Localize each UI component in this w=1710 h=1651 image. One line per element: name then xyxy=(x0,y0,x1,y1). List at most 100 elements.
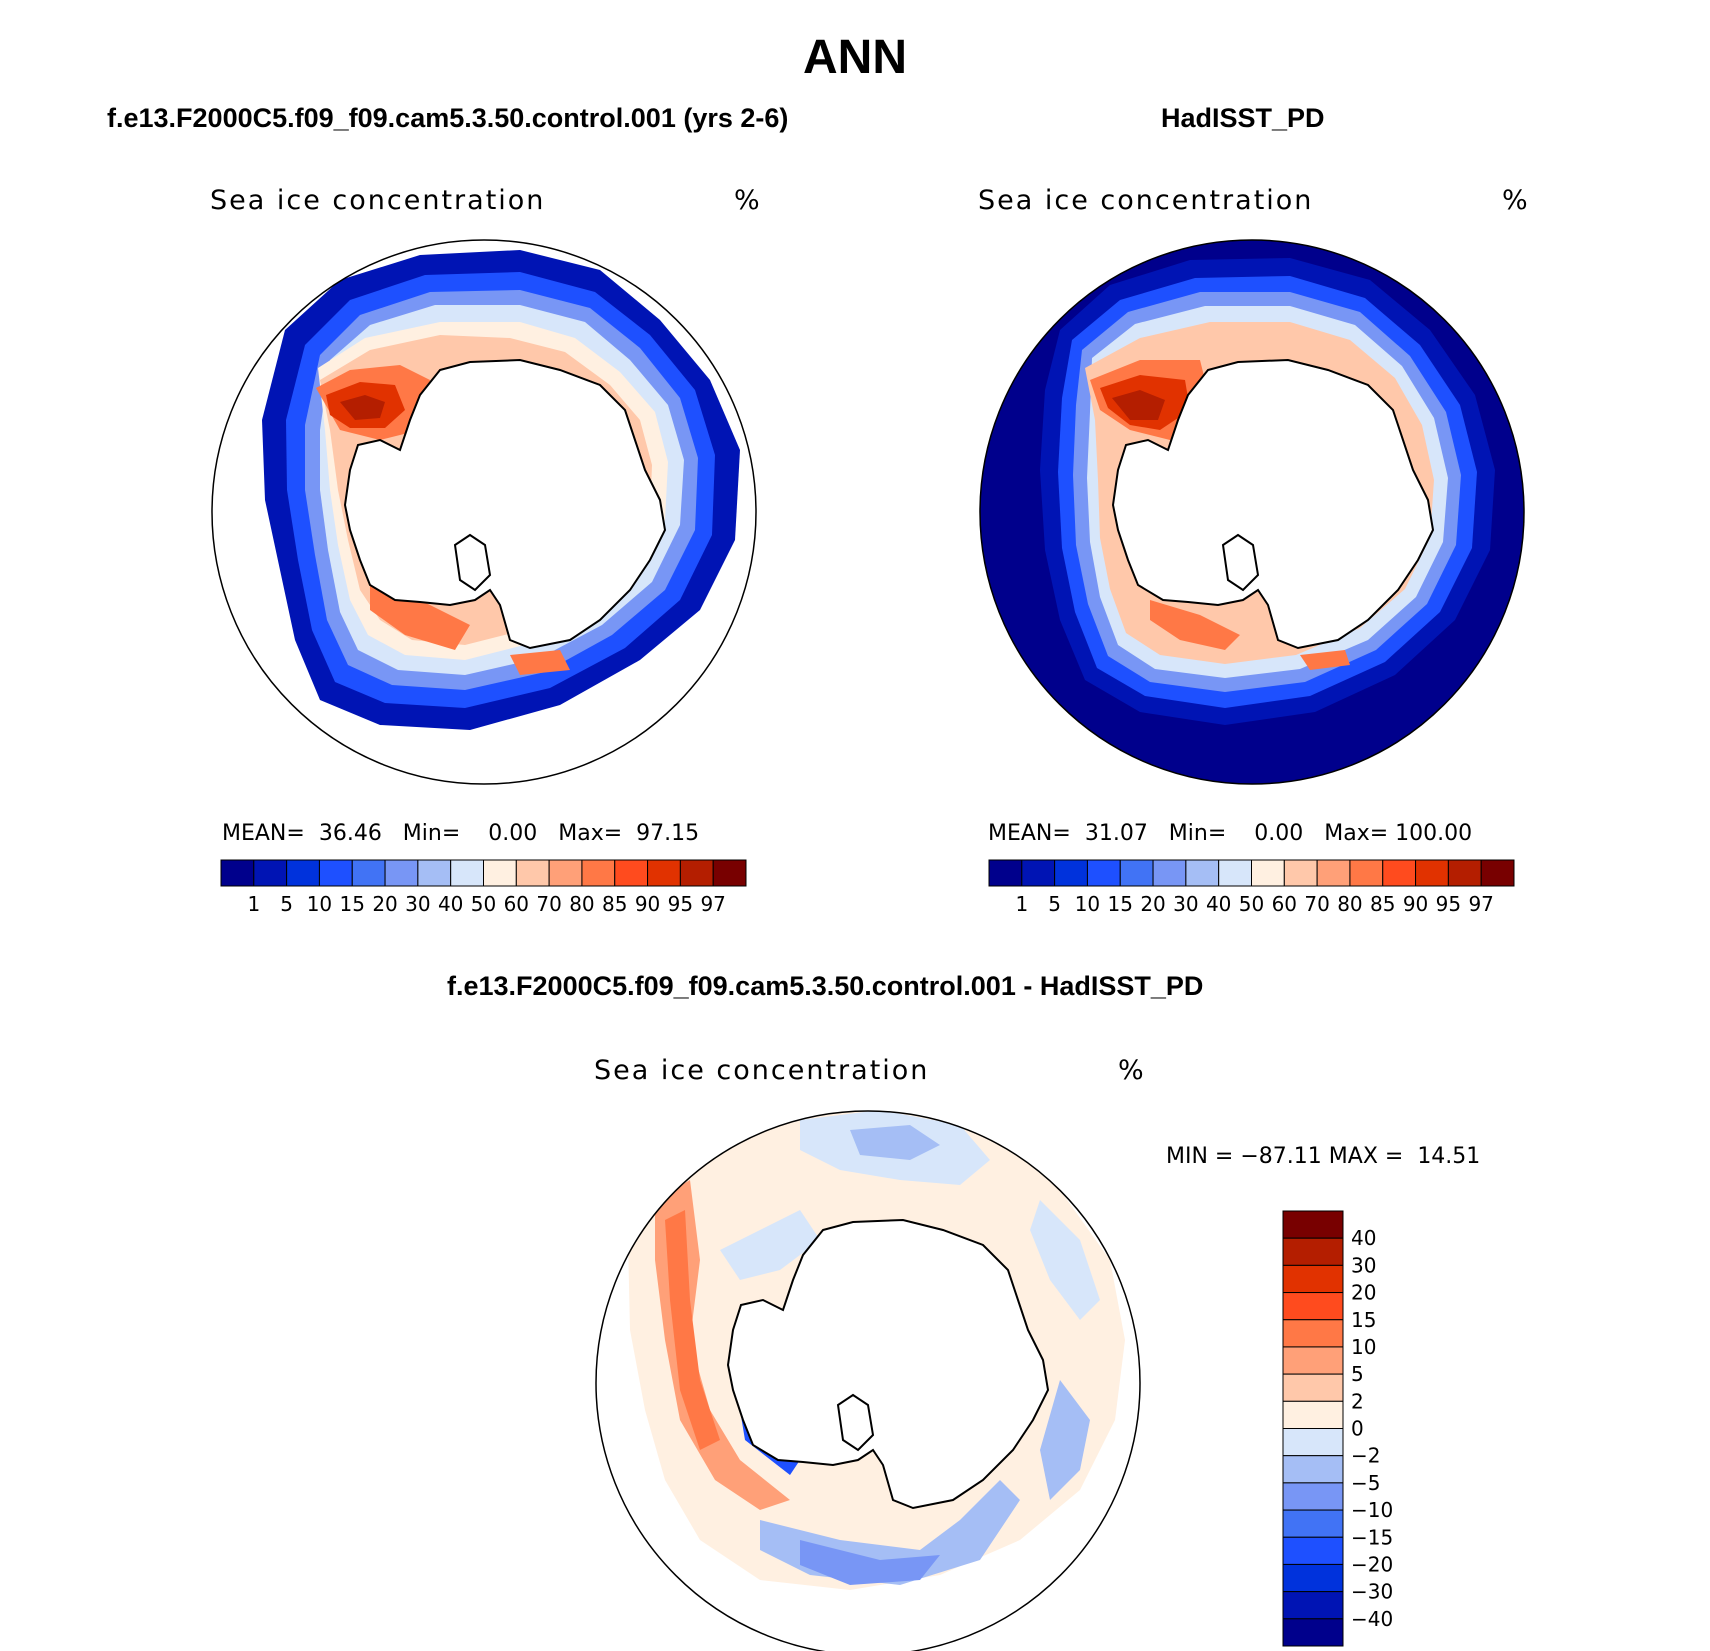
obs-min-label: Min= xyxy=(1168,821,1227,846)
obs-colorbar-tick-label: 70 xyxy=(1304,892,1329,916)
model-colorbar: 1 5 10 15 20 30 40 50 60 70 80 85 90 95 97 xyxy=(220,859,747,916)
model-colorbar-tick-label: 80 xyxy=(569,892,594,916)
model-stats: MEAN= 36.46 Min= 0.00 Max= 97.15 xyxy=(222,821,699,846)
obs-colorbar-swatch xyxy=(1283,859,1318,887)
model-colorbar-swatch xyxy=(581,859,616,887)
diff-colorbar-swatch xyxy=(1282,1210,1344,1239)
obs-colorbar-swatch xyxy=(1054,859,1088,887)
obs-colorbar-swatch xyxy=(1349,859,1384,887)
model-max-label: Max= xyxy=(558,821,623,846)
model-colorbar-tick-label: 10 xyxy=(307,892,332,916)
model-colorbar-tick-label: 50 xyxy=(471,892,496,916)
model-mean-value: 36.46 xyxy=(318,821,382,846)
diff-colorbar-swatch xyxy=(1282,1428,1344,1457)
obs-colorbar-swatch xyxy=(1382,859,1417,887)
obs-colorbar-tick-label: 90 xyxy=(1403,892,1428,916)
obs-colorbar-swatch xyxy=(1119,859,1154,887)
model-min-value: 0.00 xyxy=(488,821,538,846)
diff-colorbar-tick-label: −2 xyxy=(1351,1444,1380,1468)
diff-colorbar-swatch xyxy=(1282,1455,1344,1484)
obs-stats: MEAN= 31.07 Min= 0.00 Max= 100.00 xyxy=(988,821,1472,846)
model-colorbar-tick-label: 90 xyxy=(635,892,660,916)
diff-units: % xyxy=(1118,1055,1146,1086)
obs-colorbar-tick-label: 60 xyxy=(1272,892,1297,916)
diff-colorbar-swatch xyxy=(1282,1346,1344,1375)
obs-max-value: 100.00 xyxy=(1395,821,1473,846)
diff-colorbar-swatch xyxy=(1282,1237,1344,1266)
obs-max-label: Max= xyxy=(1324,821,1389,846)
model-colorbar-swatch xyxy=(384,859,419,887)
obs-colorbar-tick-label: 97 xyxy=(1468,892,1493,916)
obs-colorbar-tick-label: 5 xyxy=(1048,892,1061,916)
diff-colorbar-tick-label: 10 xyxy=(1351,1335,1376,1359)
obs-min-value: 0.00 xyxy=(1254,821,1304,846)
diff-colorbar-tick-label: 30 xyxy=(1351,1253,1376,1277)
diff-colorbar-swatch xyxy=(1282,1536,1344,1565)
diff-colorbar-swatch xyxy=(1282,1563,1344,1593)
model-units: % xyxy=(734,185,762,216)
diff-colorbar-swatch xyxy=(1282,1373,1344,1402)
model-colorbar-swatch xyxy=(679,859,714,887)
diff-colorbar-swatch xyxy=(1282,1264,1344,1294)
obs-colorbar-tick-label: 95 xyxy=(1436,892,1461,916)
obs-colorbar-swatch xyxy=(1218,859,1252,887)
diff-max-value: 14.51 xyxy=(1417,1144,1481,1169)
diff-colorbar-swatch xyxy=(1282,1591,1344,1620)
diff-colorbar-tick-label: −10 xyxy=(1351,1498,1393,1522)
obs-colorbar-swatch xyxy=(1152,859,1187,887)
diff-colorbar-tick-label: −5 xyxy=(1351,1471,1380,1495)
obs-colorbar-tick-label: 50 xyxy=(1239,892,1264,916)
main-title: ANN xyxy=(803,31,907,84)
obs-colorbar-tick-label: 80 xyxy=(1337,892,1362,916)
model-antarctica xyxy=(343,358,667,650)
diff-colorbar-tick-label: 40 xyxy=(1351,1226,1376,1250)
diff-colorbar-tick-label: 20 xyxy=(1351,1281,1376,1305)
obs-colorbar-swatch xyxy=(1415,859,1449,887)
obs-colorbar-tick-label: 10 xyxy=(1075,892,1100,916)
diff-colorbar-tick-label: −30 xyxy=(1351,1580,1393,1604)
diff-colorbar-swatch xyxy=(1282,1400,1344,1429)
diff-colorbar-tick-label: 0 xyxy=(1351,1417,1364,1441)
diff-colorbar-tick-label: 15 xyxy=(1351,1308,1376,1332)
obs-colorbar-tick-label: 20 xyxy=(1140,892,1165,916)
obs-colorbar-swatch xyxy=(1086,859,1121,887)
obs-colorbar-swatch xyxy=(1185,859,1220,887)
obs-mean-value: 31.07 xyxy=(1084,821,1148,846)
model-colorbar-swatch xyxy=(417,859,452,887)
diff-colorbar-swatch xyxy=(1282,1482,1344,1511)
obs-colorbar-swatch xyxy=(988,859,1023,887)
diff-colorbar-swatch xyxy=(1282,1618,1344,1647)
model-colorbar-tick-label: 5 xyxy=(280,892,293,916)
obs-colorbar-tick-label: 30 xyxy=(1173,892,1198,916)
model-colorbar-swatch xyxy=(614,859,649,887)
model-colorbar-tick-label: 70 xyxy=(536,892,561,916)
model-colorbar-swatch xyxy=(515,859,550,887)
diff-colorbar-tick-label: −40 xyxy=(1351,1607,1393,1631)
model-colorbar-tick-label: 20 xyxy=(372,892,397,916)
obs-colorbar-tick-label: 40 xyxy=(1206,892,1231,916)
obs-colorbar: 1 5 10 15 20 30 40 50 60 70 80 85 90 95 97 xyxy=(988,859,1515,916)
model-max-value: 97.15 xyxy=(636,821,700,846)
diff-colorbar-swatch xyxy=(1282,1509,1344,1538)
model-colorbar-tick-label: 97 xyxy=(700,892,725,916)
diff-colorbar-tick-label: 2 xyxy=(1351,1389,1364,1413)
obs-variable-title: Sea ice concentration xyxy=(978,185,1314,216)
model-mean-label: MEAN= xyxy=(222,821,305,846)
model-colorbar-swatch xyxy=(712,859,747,887)
model-colorbar-tick-label: 95 xyxy=(668,892,693,916)
diff-min-value: −87.11 xyxy=(1240,1144,1322,1169)
model-colorbar-tick-label: 40 xyxy=(438,892,463,916)
model-colorbar-tick-label: 15 xyxy=(340,892,365,916)
diff-colorbar-swatch xyxy=(1282,1292,1344,1321)
obs-mean-label: MEAN= xyxy=(988,821,1071,846)
obs-colorbar-tick-label: 85 xyxy=(1370,892,1395,916)
obs-case-title: HadISST_PD xyxy=(1161,103,1325,133)
diff-stats: MIN = −87.11 MAX = 14.51 xyxy=(1166,1144,1480,1169)
obs-units: % xyxy=(1502,185,1530,216)
diff-colorbar-tick-label: −20 xyxy=(1351,1552,1393,1576)
model-colorbar-tick-label: 1 xyxy=(247,892,260,916)
